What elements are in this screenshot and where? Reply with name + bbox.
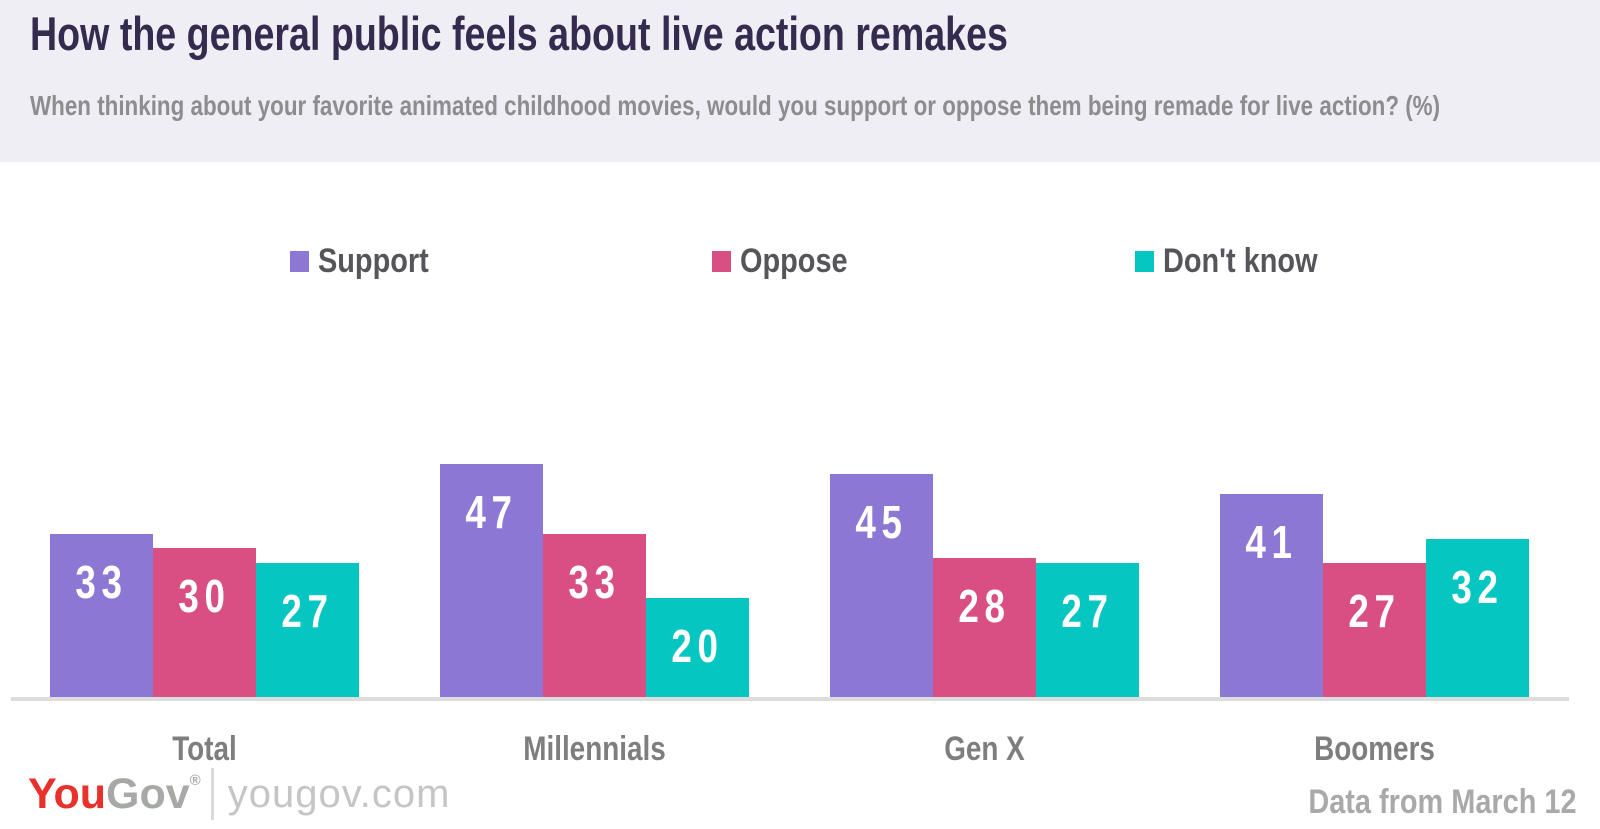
bar-don-t-know-gen-x: 27: [1036, 563, 1139, 697]
legend-swatch-icon: [290, 250, 309, 272]
bar-value-label: 41: [1245, 516, 1298, 568]
x-axis-line: [11, 697, 1569, 701]
bar-don-t-know-total: 27: [256, 563, 359, 697]
bar-support-boomers: 41: [1220, 494, 1323, 697]
bar-oppose-boomers: 27: [1323, 563, 1426, 697]
chart-subtitle: When thinking about your favorite animat…: [30, 90, 1441, 121]
legend-item-don-t-know: Don't know: [1135, 242, 1345, 280]
category-label-millennials: Millennials: [523, 730, 666, 768]
chart-header: How the general public feels about live …: [0, 0, 1600, 162]
bar-value-label: 32: [1451, 561, 1504, 613]
logo-you: You: [28, 769, 107, 818]
category-label-gen-x: Gen X: [944, 730, 1025, 768]
logo-gov: Gov: [106, 769, 190, 818]
bar-oppose-gen-x: 28: [933, 558, 1036, 697]
legend-label: Don't know: [1163, 241, 1318, 280]
bar-value-label: 28: [958, 580, 1011, 632]
bar-value-label: 33: [75, 556, 128, 608]
legend-swatch-icon: [1135, 250, 1154, 272]
logo-divider: [210, 768, 214, 820]
yougov-logo: You Gov ® yougov.com: [28, 768, 450, 820]
bar-don-t-know-boomers: 32: [1426, 539, 1529, 697]
legend-item-oppose: Oppose: [712, 242, 867, 280]
bar-value-label: 20: [671, 620, 724, 672]
data-source-note: Data from March 12: [1308, 783, 1577, 821]
bar-value-label: 27: [1348, 585, 1401, 637]
category-label-total: Total: [172, 730, 237, 768]
bar-value-label: 27: [281, 585, 334, 637]
category-label-boomers: Boomers: [1314, 730, 1435, 768]
bar-oppose-total: 30: [153, 548, 256, 697]
legend-label: Support: [318, 241, 429, 280]
bar-value-label: 45: [855, 496, 908, 548]
bar-support-total: 33: [50, 534, 153, 697]
bar-oppose-millennials: 33: [543, 534, 646, 697]
bar-value-label: 33: [568, 556, 621, 608]
logo-website-text: yougov.com: [227, 771, 451, 816]
legend-label: Oppose: [740, 241, 848, 280]
bar-support-gen-x: 45: [830, 474, 933, 697]
legend-swatch-icon: [712, 250, 731, 272]
bar-value-label: 30: [178, 570, 231, 622]
legend-item-support: Support: [290, 242, 448, 280]
bar-don-t-know-millennials: 20: [646, 598, 749, 697]
bar-value-label: 27: [1061, 585, 1114, 637]
bar-value-label: 47: [465, 486, 518, 538]
chart-title: How the general public feels about live …: [30, 7, 1008, 60]
logo-registered-mark: ®: [189, 772, 201, 789]
bar-support-millennials: 47: [440, 464, 543, 697]
